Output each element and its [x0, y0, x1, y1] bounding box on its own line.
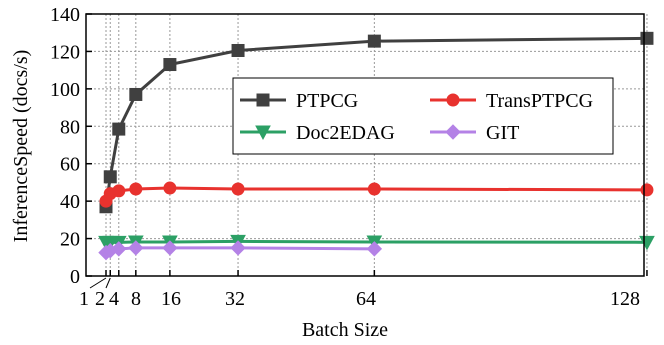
legend-label: PTPCG — [296, 90, 358, 112]
data-point — [111, 241, 127, 257]
data-point — [231, 182, 245, 196]
legend-marker — [446, 93, 460, 107]
axes-ticks: 0 20 40 60 80 100 120 140 1 2 4 8 16 32 64 128 — [50, 4, 648, 310]
data-point — [163, 58, 177, 72]
x-tick-leader — [89, 277, 107, 289]
x-tick-label: 64 — [356, 288, 376, 310]
y-tick-label: 140 — [50, 4, 80, 26]
series-git — [98, 240, 383, 261]
x-tick-leader — [105, 277, 111, 289]
series-layer — [98, 31, 655, 261]
y-axis-title: InferenceSpeed (docs/s) — [10, 50, 32, 243]
legend-item: Doc2EDAG — [240, 122, 395, 144]
x-tick-label: 128 — [610, 288, 640, 310]
data-point — [640, 183, 654, 197]
data-point — [129, 87, 143, 101]
legend-marker — [256, 93, 270, 107]
y-tick-label: 20 — [60, 229, 80, 251]
data-point — [640, 31, 654, 45]
legend-box — [232, 77, 614, 155]
data-point — [366, 241, 383, 257]
x-tick-label: 2 — [95, 288, 105, 310]
data-point — [367, 34, 381, 48]
y-tick-label: 80 — [60, 116, 80, 138]
x-tick-label: 8 — [131, 288, 141, 310]
y-tick-label: 0 — [70, 266, 80, 288]
legend-label: Doc2EDAG — [296, 122, 395, 144]
legend: PTPCG TransPTPCG Doc2EDAG GIT — [232, 77, 614, 155]
data-point — [162, 240, 178, 256]
y-tick-label: 40 — [60, 191, 80, 213]
x-tick-label: 32 — [225, 288, 245, 310]
data-point — [163, 181, 177, 195]
legend-item: GIT — [430, 122, 519, 144]
series-line — [104, 36, 647, 207]
y-tick-label: 60 — [60, 154, 80, 176]
data-point — [128, 240, 144, 256]
data-point — [103, 170, 117, 184]
x-tick-label: 1 — [79, 288, 89, 310]
legend-item: TransPTPCG — [430, 90, 593, 112]
x-tick-label: 16 — [161, 288, 181, 310]
data-point — [367, 182, 381, 196]
data-point — [129, 182, 143, 196]
x-tick-label: 4 — [109, 288, 119, 310]
data-point — [112, 122, 126, 136]
legend-marker — [445, 124, 461, 140]
legend-label: TransPTPCG — [486, 90, 593, 112]
legend-marker — [255, 125, 271, 141]
x-axis-title: Batch Size — [302, 319, 388, 341]
legend-label: GIT — [486, 122, 519, 144]
data-point — [112, 184, 126, 198]
data-point — [230, 240, 246, 256]
legend-item: PTPCG — [240, 90, 358, 112]
series-transptpcg — [99, 181, 654, 208]
plot-frame — [85, 13, 645, 277]
y-tick-label: 100 — [50, 79, 80, 101]
data-point — [231, 43, 245, 57]
y-tick-label: 120 — [50, 41, 80, 63]
